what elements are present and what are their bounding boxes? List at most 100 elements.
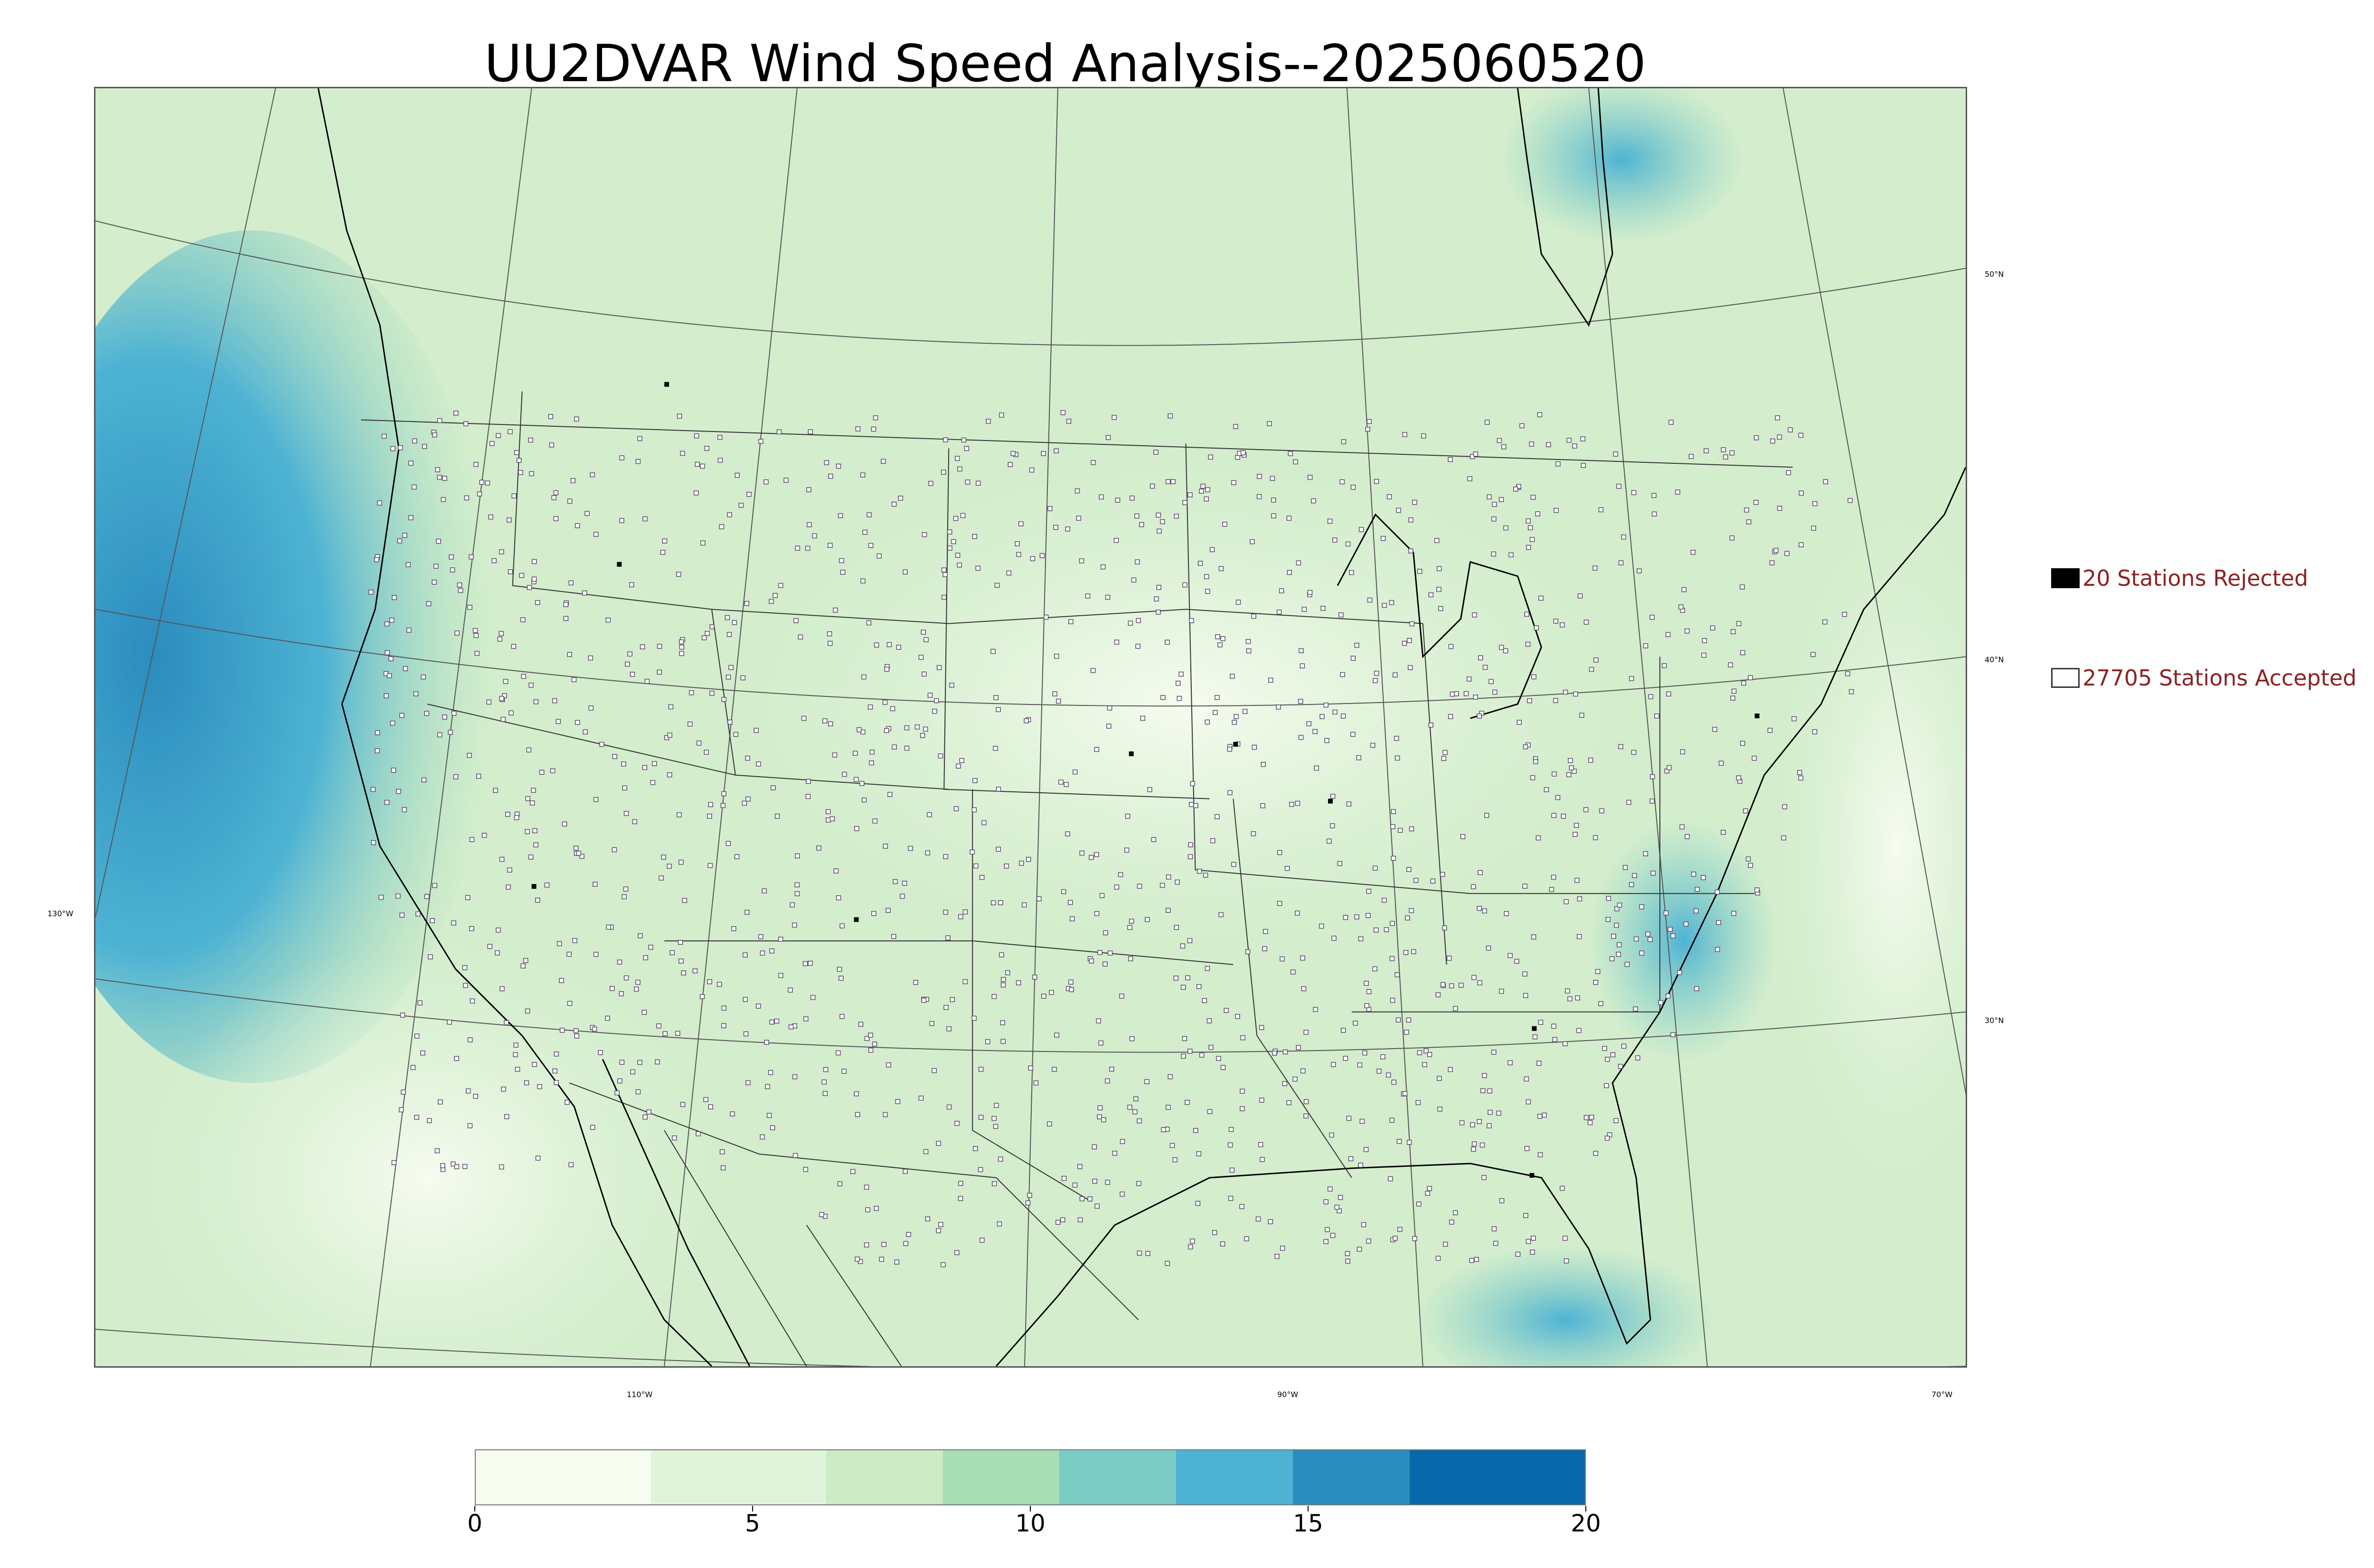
station-marker-accepted [1303,1099,1309,1104]
station-marker-accepted [958,914,963,920]
station-marker-accepted [1069,987,1074,993]
station-marker-accepted [1180,985,1186,990]
station-marker-accepted [1662,663,1667,668]
station-marker-accepted [1740,650,1745,656]
station-marker-accepted [1282,1049,1288,1055]
station-marker-accepted [1105,594,1111,600]
station-marker-accepted [932,708,937,714]
station-marker-accepted [682,898,688,903]
station-marker-accepted [1215,695,1220,700]
station-marker-accepted [1635,1055,1640,1061]
station-marker-accepted [971,1015,977,1021]
station-marker-accepted [883,1112,888,1117]
station-marker-accepted [405,562,411,567]
station-marker-accepted [1849,689,1854,695]
station-marker-accepted [783,478,789,483]
station-marker-accepted [716,982,722,987]
border-line-14 [806,1225,902,1366]
station-marker-accepted [370,787,376,792]
station-marker-accepted [1478,870,1483,875]
station-marker-accepted [1331,935,1337,941]
station-marker-accepted [1537,412,1543,417]
station-marker-accepted [1005,970,1010,976]
station-marker-accepted [1272,1051,1277,1056]
station-marker-accepted [1459,1120,1465,1126]
station-marker-accepted [664,735,669,741]
station-marker-accepted [552,698,557,704]
station-marker-accepted [1187,938,1193,943]
station-marker-accepted [553,490,559,496]
station-marker-accepted [497,636,502,642]
station-marker-accepted [1482,665,1488,670]
legend-accepted-label: 27705 Stations Accepted [2082,665,2357,691]
station-marker-accepted [612,754,617,759]
station-marker-accepted [529,800,535,806]
station-marker-accepted [1639,904,1644,910]
station-marker-accepted [644,678,650,684]
colorbar-tick [474,1506,475,1512]
station-marker-accepted [1091,460,1096,465]
station-marker-accepted [837,1181,843,1186]
legend-accepted: 27705 Stations Accepted [2051,664,2356,692]
station-marker-accepted [1166,874,1171,880]
station-marker-accepted [424,894,430,899]
station-marker-accepted [1220,636,1225,641]
station-marker-accepted [1312,729,1318,734]
station-marker-accepted [406,628,412,633]
station-marker-accepted [1299,648,1304,653]
station-marker-accepted [719,524,725,529]
filled-square-icon [2051,568,2080,588]
station-marker-accepted [850,1169,856,1174]
station-marker-accepted [1639,950,1644,956]
station-marker-accepted [946,1104,952,1110]
station-marker-accepted [985,1039,990,1044]
station-marker-accepted [605,617,611,623]
station-marker-accepted [518,469,523,475]
station-marker-accepted [1421,433,1426,439]
station-marker-accepted [1562,1041,1568,1046]
station-marker-accepted [531,788,536,793]
station-marker-accepted [1174,925,1179,930]
station-marker-accepted [858,1022,864,1027]
station-marker-accepted [886,642,892,648]
station-marker-accepted [1097,950,1102,955]
station-marker-accepted [1200,483,1206,489]
station-marker-accepted [776,429,782,435]
station-marker-accepted [1000,982,1006,988]
station-marker-accepted [1622,865,1628,870]
station-marker-accepted [1670,933,1676,939]
lon-label-110w: 110°W [627,1390,653,1399]
station-marker-accepted [1195,1201,1201,1206]
station-marker-accepted [1678,604,1684,610]
station-marker-accepted [1298,699,1303,704]
station-marker-accepted [1407,665,1413,670]
station-marker-accepted [1140,715,1146,721]
station-marker-accepted [662,538,668,544]
station-marker-accepted [1175,879,1180,885]
station-marker-accepted [411,484,417,490]
station-marker-accepted [1614,906,1620,911]
station-marker-accepted [1409,826,1414,832]
station-marker-accepted [1587,1120,1593,1126]
station-marker-accepted [1137,1250,1142,1256]
station-marker-accepted [744,910,750,915]
station-marker-accepted [871,911,876,916]
station-marker-accepted [1618,1064,1623,1069]
station-marker-accepted [871,426,876,432]
station-marker-accepted [398,1107,404,1113]
wind-speed-map[interactable] [94,87,1967,1368]
station-marker-accepted [681,970,686,976]
station-marker-accepted [696,740,702,746]
station-marker-accepted [559,978,564,983]
station-marker-accepted [1397,827,1403,833]
station-marker-accepted [1240,1106,1245,1111]
station-marker-accepted [447,1019,452,1025]
station-marker-accepted [1092,1144,1097,1150]
station-marker-accepted [384,621,390,627]
state-borders [361,391,1793,1366]
station-marker-accepted [1784,551,1790,556]
station-marker-accepted [1402,432,1407,437]
station-marker-accepted [486,699,491,705]
station-marker-accepted [986,419,991,424]
station-marker-accepted [1161,1127,1166,1133]
